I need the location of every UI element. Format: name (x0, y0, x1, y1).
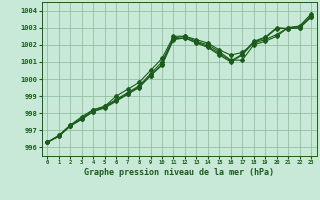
X-axis label: Graphe pression niveau de la mer (hPa): Graphe pression niveau de la mer (hPa) (84, 168, 274, 177)
